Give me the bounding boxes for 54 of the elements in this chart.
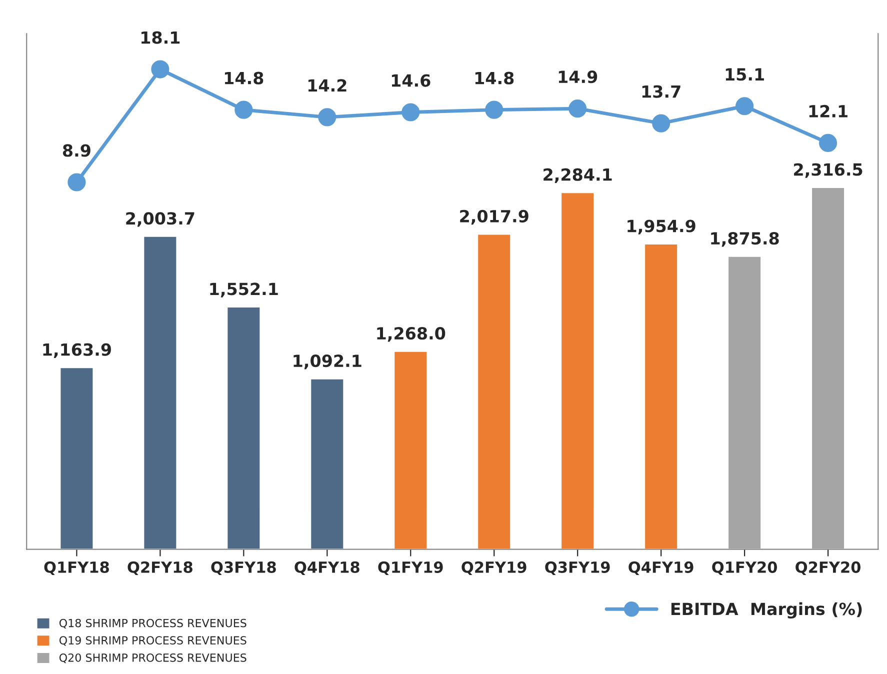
x-tick-label: Q2FY20: [796, 561, 860, 575]
data-label: 14.8: [224, 72, 264, 84]
data-label: 2,003.7: [126, 212, 194, 227]
data-label: 1,954.9: [628, 220, 696, 234]
x-tick-label: Q3FY19: [545, 561, 610, 575]
data-label: 1,092.1: [294, 354, 362, 370]
data-label: 1,163.9: [43, 343, 111, 358]
point: [234, 100, 253, 119]
x-tick-label: Q1FY18: [44, 561, 109, 575]
bar: [476, 233, 512, 550]
x-tick-label: Q2FY19: [462, 561, 526, 575]
legend-label: Q18 SHRIMP PROCESS REVENUES: [59, 618, 246, 628]
point: [68, 173, 86, 192]
data-label: 14.2: [308, 79, 346, 92]
data-label: 12.1: [809, 104, 848, 118]
point: [402, 103, 420, 122]
bar: [393, 350, 428, 550]
x-tick-label: Q3FY18: [211, 561, 276, 575]
x-tick-label: Q4FY18: [294, 561, 360, 575]
bar: [142, 236, 178, 550]
legend-label: Q20 SHRIMP PROCESS REVENUES: [59, 653, 246, 664]
x-tick-label: Q4FY19: [628, 561, 694, 575]
bar: [727, 256, 762, 550]
x-tick-label: Q2FY18: [128, 561, 192, 575]
data-label: 13.7: [642, 85, 680, 98]
data-label: 1,552.1: [210, 282, 278, 298]
bar: [810, 186, 846, 550]
point: [736, 97, 754, 116]
data-label: 18.1: [142, 31, 180, 44]
point: [485, 100, 504, 119]
data-label: 14.8: [475, 72, 514, 84]
data-label: 8.9: [62, 144, 90, 157]
data-label: 1,268.0: [377, 327, 446, 342]
data-label: 2,284.1: [544, 168, 612, 183]
legend-label: EBITDA Margins (%): [671, 602, 862, 619]
data-label: 1,875.8: [711, 232, 779, 247]
point: [652, 114, 670, 132]
point: [318, 108, 336, 126]
point: [568, 100, 587, 118]
bar: [644, 243, 678, 550]
bar: [226, 306, 262, 550]
data-label: 14.6: [392, 74, 430, 87]
data-label: 15.1: [726, 68, 764, 81]
bar: [560, 192, 595, 550]
x-tick-label: Q1FY19: [378, 561, 443, 575]
bar: [310, 378, 345, 550]
point: [819, 134, 838, 152]
data-label: 2,017.9: [460, 210, 528, 225]
legend-label: Q19 SHRIMP PROCESS REVENUES: [59, 636, 246, 646]
data-label: 2,316.5: [794, 163, 862, 178]
data-label: 14.9: [558, 70, 598, 84]
x-tick-label: Q1FY20: [712, 561, 778, 575]
bar: [59, 366, 94, 550]
point: [151, 60, 170, 78]
